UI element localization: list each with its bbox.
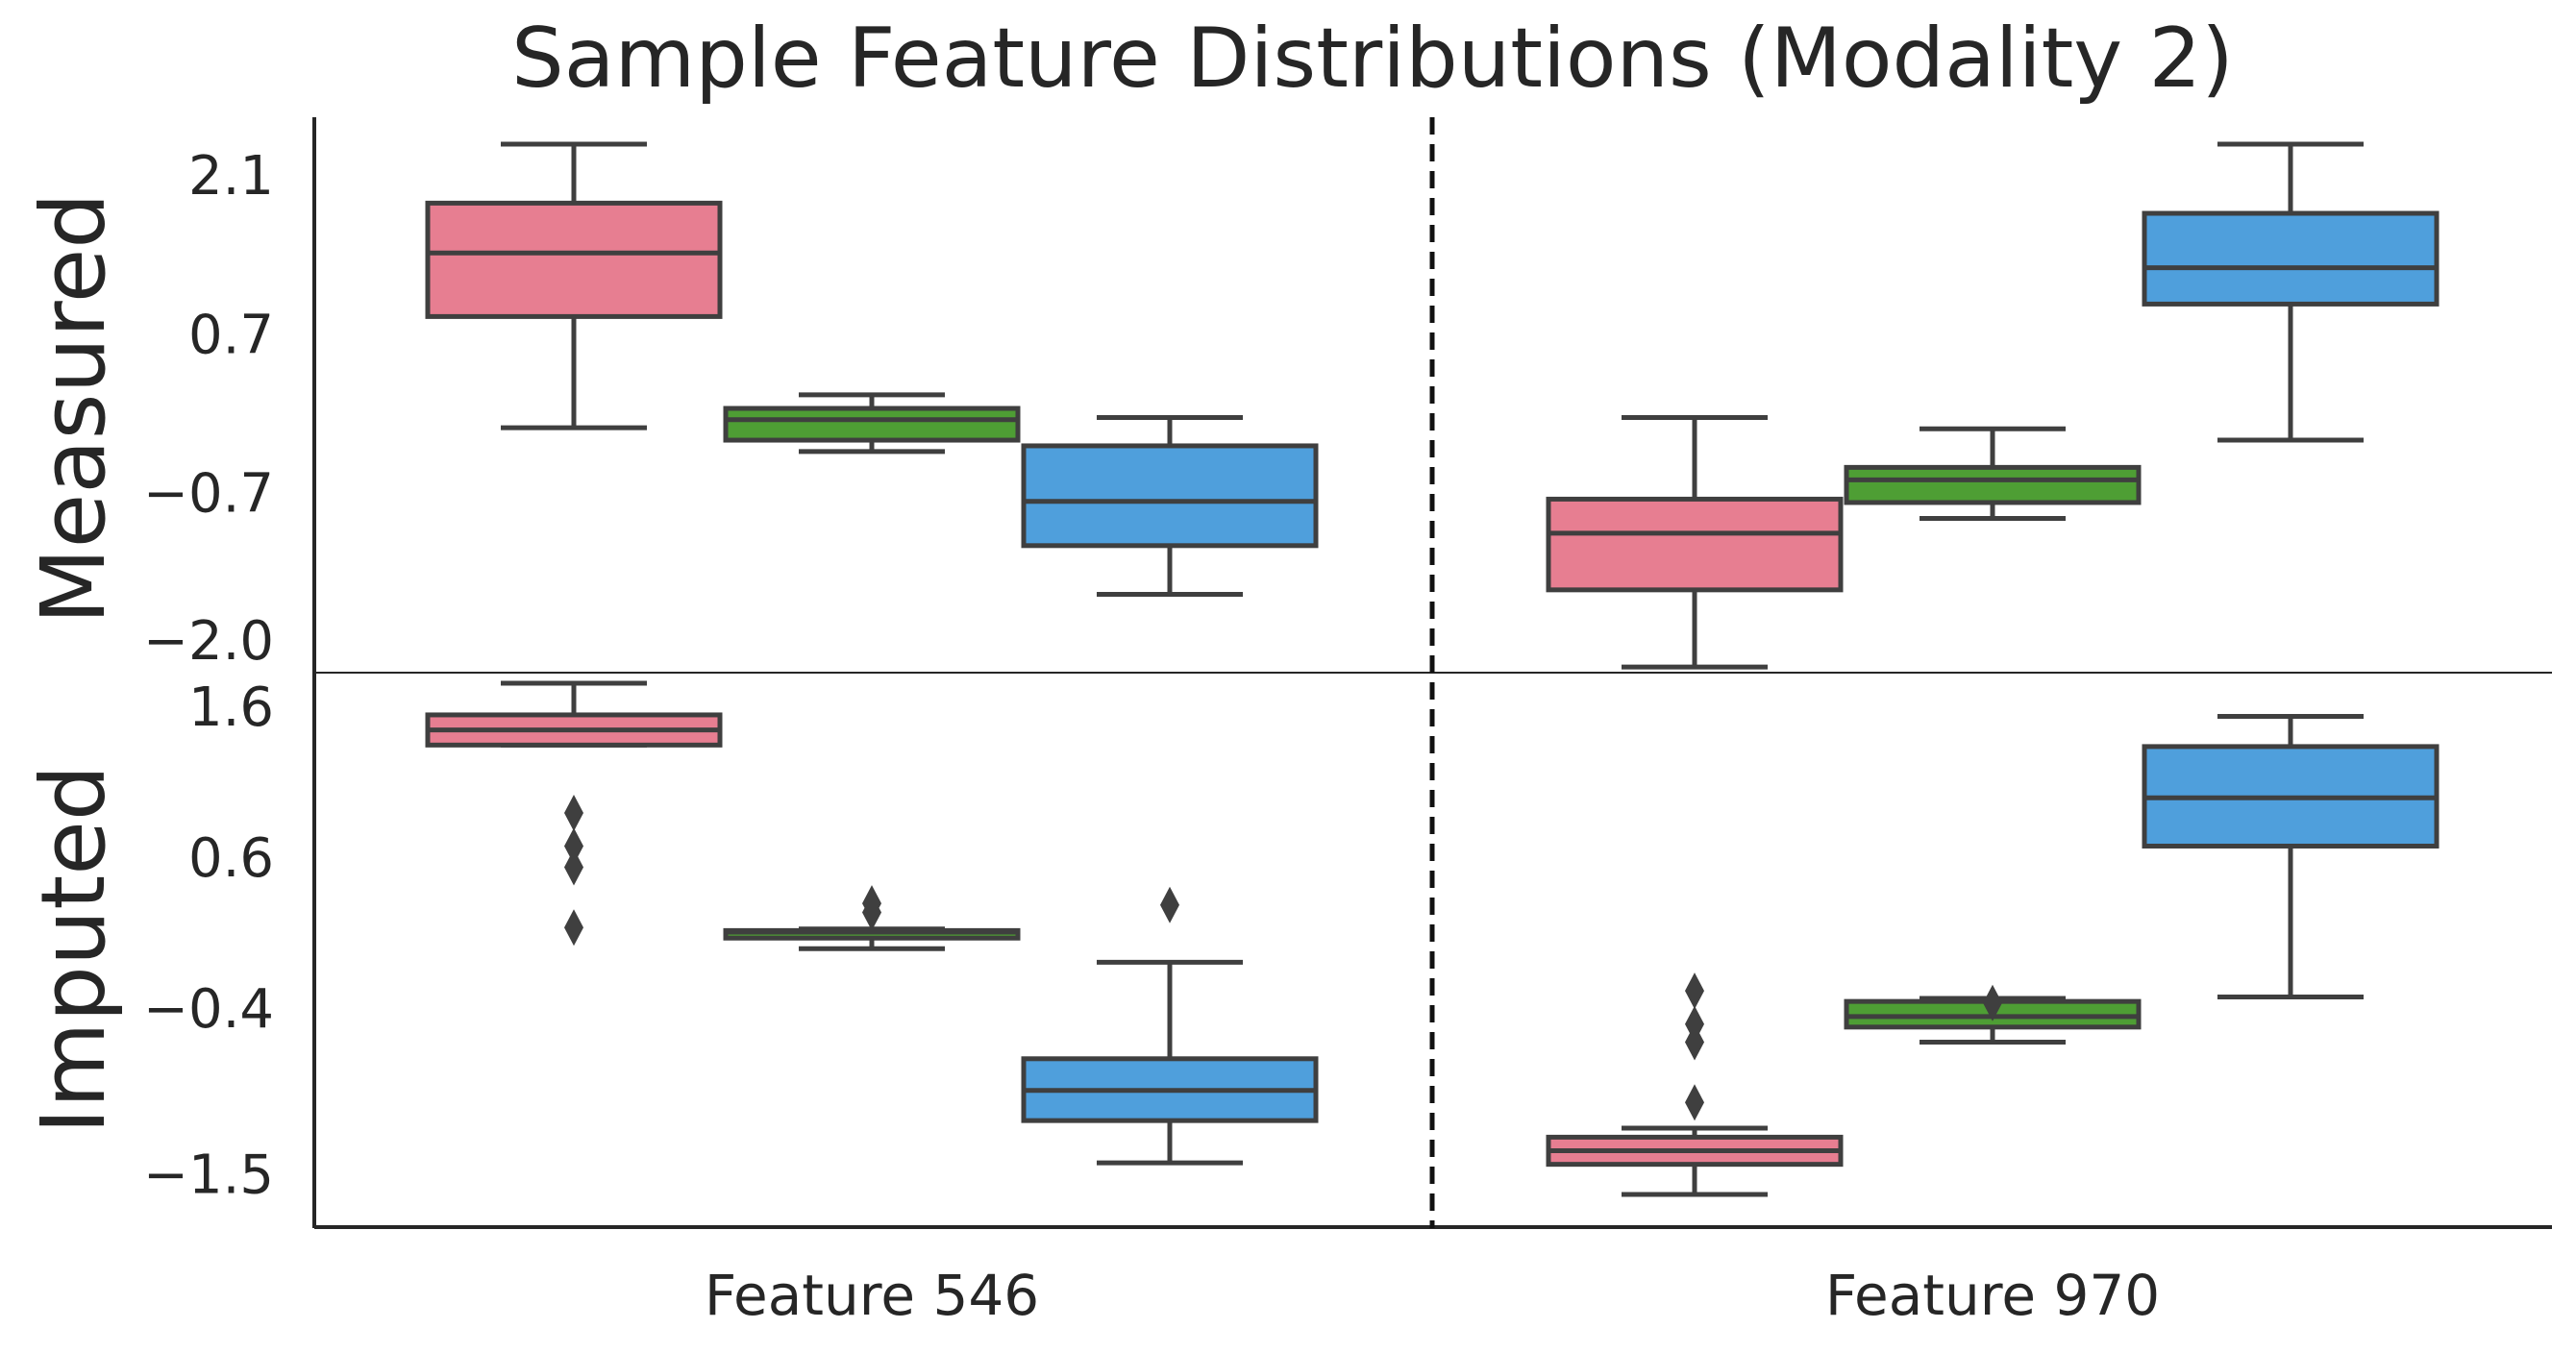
box-feature-546-series-1 bbox=[425, 680, 723, 947]
outlier-marker bbox=[862, 894, 881, 931]
y-tick-label: 1.6 bbox=[188, 676, 274, 739]
x-tick-labels: Feature 546 Feature 970 bbox=[705, 1263, 2160, 1328]
panel-measured: Measured 2.1 0.7 −0.7 −2.0 bbox=[22, 141, 2440, 673]
panel-imputed: Imputed 1.6 0.6 −0.4 −1.5 bbox=[22, 676, 2440, 1207]
outlier-marker bbox=[1685, 1005, 1704, 1043]
x-tick-label: Feature 970 bbox=[1825, 1263, 2160, 1328]
panel-label: Imputed bbox=[22, 765, 125, 1135]
outlier-marker bbox=[564, 909, 583, 947]
x-tick-label: Feature 546 bbox=[705, 1263, 1039, 1328]
chart-title: Sample Feature Distributions (Modality 2… bbox=[511, 11, 2234, 107]
outlier-marker bbox=[564, 794, 583, 831]
y-tick-label: −2.0 bbox=[143, 610, 274, 673]
box-feature-970-series-1 bbox=[1546, 972, 1844, 1197]
box-feature-546-series-2 bbox=[723, 392, 1021, 455]
outlier-marker bbox=[1685, 972, 1704, 1010]
outlier-marker bbox=[564, 827, 583, 865]
y-tick-label: −0.7 bbox=[143, 463, 274, 526]
outlier-marker bbox=[564, 849, 583, 886]
outlier-marker bbox=[1983, 984, 2002, 1021]
box-body bbox=[1546, 496, 1844, 593]
panel-label: Measured bbox=[22, 192, 125, 624]
box-body bbox=[723, 406, 1021, 443]
y-tick-label: 2.1 bbox=[188, 145, 274, 208]
box-body bbox=[425, 200, 723, 319]
y-tick-label: 0.6 bbox=[188, 827, 274, 890]
outlier-marker bbox=[1685, 1084, 1704, 1121]
box-body bbox=[1844, 464, 2142, 505]
box-body bbox=[1021, 443, 1319, 549]
box-feature-970-series-2 bbox=[1844, 984, 2142, 1046]
box-feature-970-series-3 bbox=[2142, 141, 2440, 443]
box-feature-970-series-1 bbox=[1546, 414, 1844, 670]
frame-layer bbox=[312, 117, 2552, 1229]
box-feature-546-series-2 bbox=[723, 885, 1021, 951]
box-feature-970-series-3 bbox=[2142, 714, 2440, 999]
box-feature-546-series-3 bbox=[1021, 414, 1319, 598]
y-tick-label: 0.7 bbox=[188, 304, 274, 366]
box-feature-970-series-2 bbox=[1844, 426, 2142, 521]
box-feature-546-series-1 bbox=[425, 141, 723, 430]
box-feature-546-series-3 bbox=[1021, 886, 1319, 1166]
y-tick-label: −0.4 bbox=[143, 978, 274, 1041]
y-tick-label: −1.5 bbox=[143, 1144, 274, 1207]
box-body bbox=[2142, 210, 2440, 307]
outlier-marker bbox=[1160, 886, 1179, 923]
panels-layer: Measured 2.1 0.7 −0.7 −2.0 Imputed 1.6 0.6 −0.4 −… bbox=[22, 141, 2440, 1207]
